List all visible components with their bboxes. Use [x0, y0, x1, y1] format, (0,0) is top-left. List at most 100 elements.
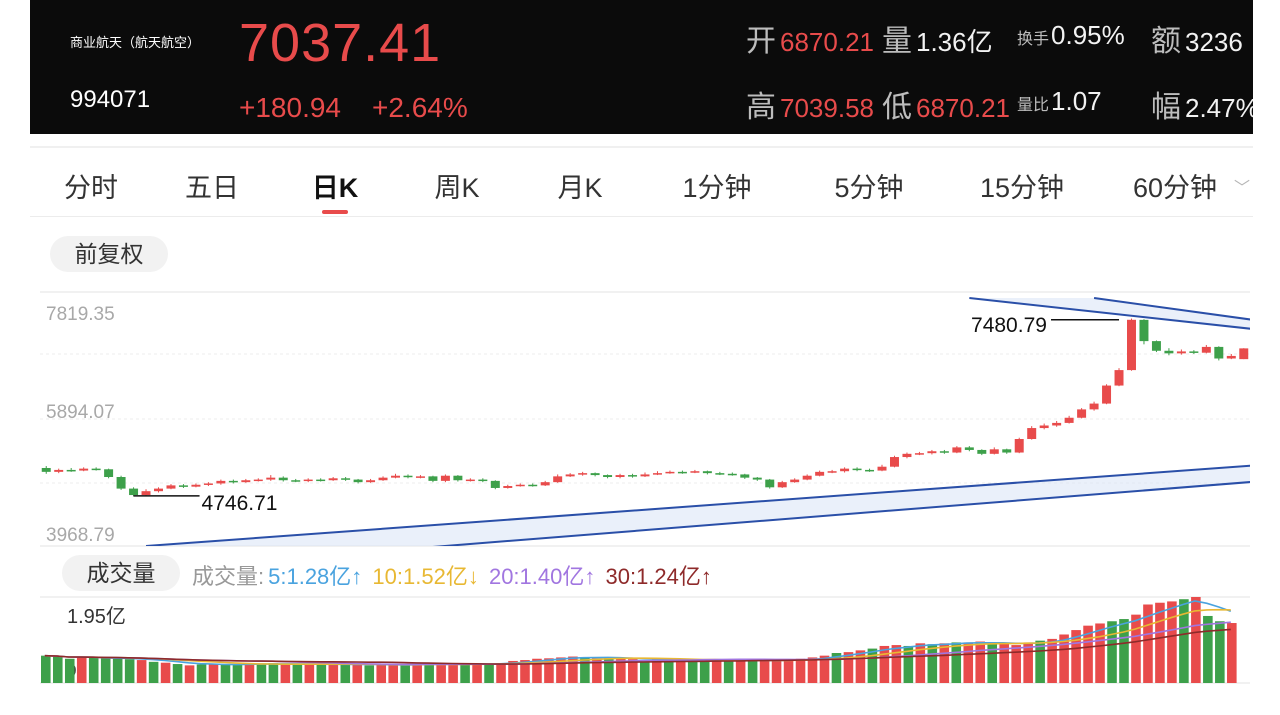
tab-bar-divider [30, 146, 1253, 148]
ma10-line [44, 608, 1231, 666]
trend-line [969, 297, 1250, 330]
volume-bar [783, 659, 794, 683]
volume-bar [699, 660, 710, 683]
trend-line [145, 464, 1250, 546]
volume-bar [148, 661, 159, 683]
candle-body [590, 473, 600, 476]
candle-body [453, 475, 463, 481]
candle-body [328, 478, 338, 481]
candle-body [1052, 422, 1062, 426]
candle-body [964, 447, 974, 450]
candle-body [403, 475, 413, 478]
candle-body [178, 485, 188, 487]
candle-body [677, 471, 687, 474]
candle-body [690, 471, 700, 473]
tab-15min[interactable]: 15分钟 [979, 173, 1065, 203]
volume-bar [328, 663, 339, 683]
candle-body [415, 476, 425, 478]
volume-bar [1179, 599, 1189, 683]
volume-bar [184, 665, 195, 683]
volume-bar [112, 658, 123, 683]
tab-60min[interactable]: 60分钟 [1132, 173, 1218, 203]
volume-bar [280, 664, 291, 683]
stat-volume-ratio: 量比 1.07 [1017, 86, 1102, 116]
volume-bar [1023, 642, 1033, 683]
volume-bar [376, 664, 387, 683]
tab-1min[interactable]: 1分钟 [682, 173, 752, 203]
ma30-line [44, 628, 1231, 665]
volume-bar [1119, 619, 1129, 683]
candle-body [79, 468, 89, 471]
tab-five-day[interactable]: 五日 [185, 173, 239, 203]
candle-body [715, 473, 725, 475]
candle-body [228, 480, 238, 483]
candle-body [628, 475, 638, 477]
candle-body [1102, 385, 1112, 404]
candle-body [1189, 351, 1199, 353]
volume-bar [747, 660, 758, 683]
candle-body [440, 475, 450, 481]
candle-body [1089, 403, 1099, 410]
volume-bar [891, 645, 902, 683]
volume-bar [556, 657, 566, 683]
tab-monthly-k[interactable]: 月K [557, 173, 603, 203]
candle-body [203, 483, 213, 485]
candle-body [478, 479, 488, 482]
candle-body [353, 479, 363, 483]
volume-bar [436, 663, 446, 683]
volume-bar [472, 663, 482, 683]
candle-body [515, 484, 525, 487]
volume-bar [1143, 604, 1153, 683]
adjust-mode-button[interactable]: 前复权 [50, 236, 168, 272]
volume-bar [220, 664, 231, 683]
candle-body [291, 480, 301, 482]
chevron-down-icon[interactable]: ﹀ [1234, 180, 1251, 197]
volume-bar [795, 658, 806, 683]
candle-body [790, 479, 800, 483]
candle-body [253, 479, 263, 482]
volume-bar [735, 660, 746, 683]
volume-bar [88, 657, 99, 683]
volume-bar [160, 662, 171, 683]
volume-bar [723, 660, 734, 683]
candle-body [1226, 355, 1236, 359]
volume-bar [1131, 614, 1141, 683]
volume-bar [41, 655, 51, 683]
volume-bar [640, 660, 650, 683]
volume-bar [663, 660, 674, 683]
candle-body [316, 479, 326, 482]
tab-5min[interactable]: 5分钟 [834, 173, 904, 203]
volume-bar [1059, 634, 1069, 683]
volume-bar [64, 658, 75, 683]
candle-body [1064, 417, 1074, 423]
volume-bar [244, 664, 255, 683]
volume-bar [520, 660, 530, 683]
volume-bar [592, 658, 602, 683]
candle-body [777, 482, 787, 488]
candle-body [428, 476, 438, 481]
candle-body [1164, 350, 1174, 354]
candle-body [216, 480, 226, 484]
candle-body [303, 479, 313, 482]
price-change-pct: +2.64% [372, 92, 468, 123]
candle-body [191, 484, 201, 487]
volume-bar [771, 660, 782, 683]
period-tab-bar [30, 134, 1253, 217]
volume-bar [867, 648, 878, 683]
tab-weekly-k[interactable]: 周K [434, 173, 480, 203]
tab-daily-k[interactable]: 日K [311, 173, 359, 203]
volume-bar [352, 664, 363, 683]
volume-bar [759, 660, 770, 683]
candle-body [41, 467, 51, 472]
volume-bar [1155, 602, 1165, 683]
right-margin [1253, 0, 1280, 715]
candle-body [914, 453, 924, 455]
candle-body [141, 491, 151, 496]
volume-bar [508, 660, 518, 683]
candle-body [1027, 428, 1037, 440]
tab-intraday[interactable]: 分时 [64, 173, 118, 203]
volume-indicator-button[interactable]: 成交量 [62, 555, 180, 591]
y-tick-label: 3968.79 [46, 525, 115, 546]
candle-body [1002, 449, 1012, 453]
volume-bar [843, 652, 854, 683]
